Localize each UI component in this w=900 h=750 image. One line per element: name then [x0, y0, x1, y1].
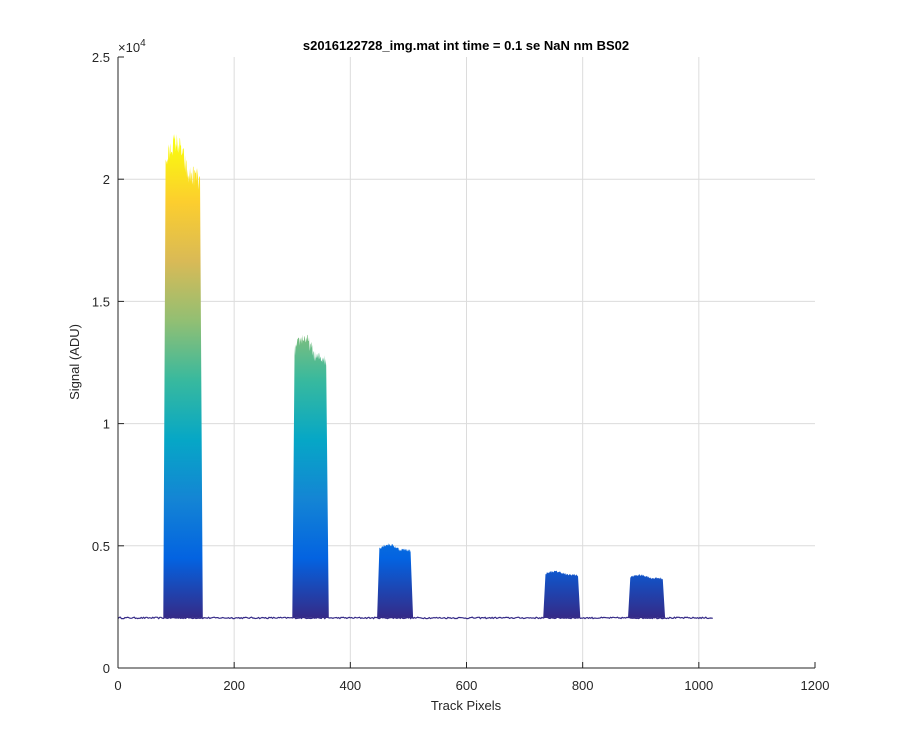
x-tick-label: 800: [572, 678, 594, 693]
y-tick-label: 2.5: [92, 50, 110, 65]
x-tick-label: 400: [339, 678, 361, 693]
x-tick-label: 200: [223, 678, 245, 693]
peak-band: [292, 334, 329, 618]
y-exponent-base: ×10: [118, 40, 140, 55]
y-tick-label: 2: [103, 172, 110, 187]
series: [117, 133, 713, 620]
y-tick-label: 0: [103, 661, 110, 676]
y-exponent-power: 4: [140, 38, 146, 49]
x-tick-label: 0: [114, 678, 121, 693]
y-tick-label: 0.5: [92, 539, 110, 554]
y-axis-exponent: ×104: [118, 38, 146, 55]
peak-band: [543, 570, 581, 618]
peak-band: [377, 543, 414, 618]
x-tick-label: 1000: [684, 678, 713, 693]
grid: [118, 57, 815, 668]
baseline-trace: [117, 616, 713, 620]
x-tick-label: 600: [456, 678, 478, 693]
x-axis-label: Track Pixels: [431, 698, 502, 713]
y-tick-label: 1: [103, 417, 110, 432]
ticks: 0 200 400 600 800 1000 1200 0 0.5 1 1.5 2 2.5: [92, 50, 830, 693]
x-tick-label: 1200: [801, 678, 830, 693]
peak-band: [163, 133, 203, 618]
peak-band: [628, 574, 666, 618]
y-tick-label: 1.5: [92, 294, 110, 309]
chart-title: s2016122728_img.mat int time = 0.1 se Na…: [303, 38, 629, 53]
y-axis-label: Signal (ADU): [67, 324, 82, 400]
